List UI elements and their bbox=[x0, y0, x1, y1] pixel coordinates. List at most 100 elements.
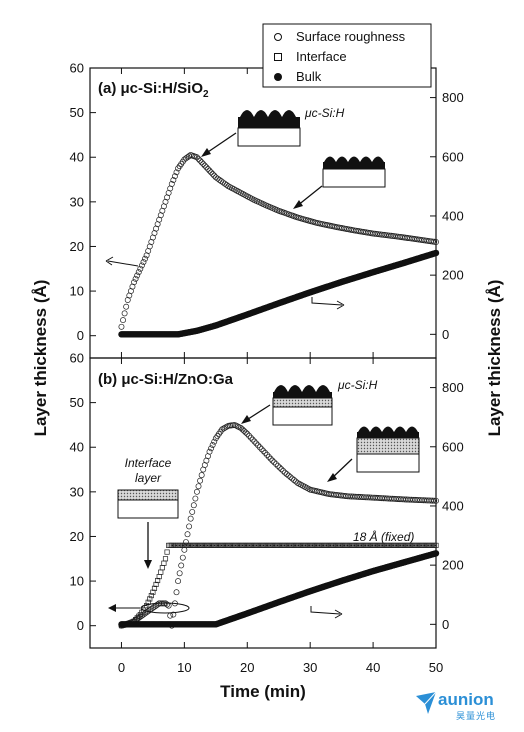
point-interface-b bbox=[148, 593, 154, 599]
point-bulk-b bbox=[432, 550, 440, 557]
interface-layer-label-1: Interface bbox=[125, 456, 172, 470]
film-sketch-b2 bbox=[356, 426, 420, 473]
point-surface-roughness-b bbox=[433, 497, 439, 504]
point-interface-b bbox=[153, 581, 159, 587]
legend-marker-surface bbox=[274, 33, 282, 41]
point-surface-roughness-a bbox=[209, 171, 216, 177]
left-tick-label-b: 30 bbox=[70, 484, 84, 499]
point-interface-b bbox=[433, 542, 439, 548]
point-surface-roughness-b bbox=[219, 426, 226, 433]
point-surface-roughness-b bbox=[246, 432, 253, 439]
point-surface-roughness-b bbox=[258, 446, 265, 453]
point-interface-b bbox=[134, 615, 140, 621]
point-surface-roughness-b bbox=[247, 434, 254, 441]
point-surface-roughness-a bbox=[211, 172, 218, 179]
right-tick-label-b: 400 bbox=[442, 498, 464, 513]
film-sketch-a2 bbox=[322, 156, 386, 188]
film-sketch-a1 bbox=[237, 110, 301, 147]
interface-fixed-label: 18 Å (fixed) bbox=[353, 529, 414, 544]
point-surface-roughness-a bbox=[120, 317, 126, 324]
right-tick-label-a: 0 bbox=[442, 327, 449, 342]
point-surface-roughness-b bbox=[267, 455, 274, 462]
point-surface-roughness-a bbox=[170, 177, 177, 184]
point-surface-roughness-b bbox=[186, 523, 193, 530]
panel-a-label: (a) μc-Si:H/SiO2 bbox=[98, 80, 209, 100]
point-surface-roughness-b bbox=[178, 562, 185, 569]
point-surface-roughness-b bbox=[431, 497, 438, 504]
right-tick-label-a: 400 bbox=[442, 208, 464, 223]
point-surface-roughness-a bbox=[121, 310, 128, 317]
point-surface-roughness-a bbox=[197, 157, 204, 164]
film-label-b: μc-Si:H bbox=[337, 378, 378, 392]
x-tick-label: 10 bbox=[177, 660, 191, 675]
x-tick-label: 40 bbox=[366, 660, 380, 675]
point-surface-roughness-b bbox=[429, 497, 436, 504]
right-axis-title: Layer thickness (Å) bbox=[485, 280, 504, 437]
left-tick-label-a: 20 bbox=[70, 239, 84, 254]
point-surface-roughness-b bbox=[253, 440, 260, 447]
left-tick-label-a: 40 bbox=[70, 150, 84, 165]
point-surface-roughness-b bbox=[244, 430, 251, 437]
watermark-sub: 昊量光电 bbox=[456, 712, 497, 722]
x-tick-label: 20 bbox=[240, 660, 254, 675]
point-surface-roughness-b bbox=[211, 438, 218, 445]
point-surface-roughness-a bbox=[135, 269, 142, 276]
point-surface-roughness-b bbox=[280, 467, 287, 474]
point-surface-roughness-a bbox=[214, 175, 221, 182]
point-surface-roughness-a bbox=[138, 262, 145, 269]
film-arrow-a2-head bbox=[293, 200, 303, 209]
point-surface-roughness-b bbox=[206, 448, 213, 455]
point-surface-roughness-b bbox=[291, 477, 297, 483]
point-surface-roughness-b bbox=[220, 425, 227, 432]
point-surface-roughness-b bbox=[256, 444, 263, 451]
point-surface-roughness-b bbox=[264, 451, 270, 458]
point-surface-roughness-b bbox=[190, 502, 197, 509]
point-surface-roughness-a bbox=[118, 323, 125, 330]
point-surface-roughness-b bbox=[283, 471, 290, 478]
point-surface-roughness-b bbox=[249, 436, 256, 443]
point-surface-roughness-a bbox=[132, 275, 139, 282]
point-surface-roughness-b bbox=[274, 462, 281, 469]
left-axis-pointer-a bbox=[107, 260, 139, 267]
point-interface-b bbox=[136, 613, 142, 619]
point-surface-roughness-b bbox=[238, 425, 244, 431]
film-arrow-b1-head bbox=[241, 415, 251, 424]
point-surface-roughness-b bbox=[260, 448, 267, 455]
x-tick-label: 50 bbox=[429, 660, 443, 675]
point-surface-roughness-a bbox=[140, 259, 147, 266]
x-tick-label: 0 bbox=[118, 660, 125, 675]
right-tick-label-b: 800 bbox=[442, 380, 464, 395]
point-surface-roughness-a bbox=[193, 154, 200, 161]
right-tick-label-a: 600 bbox=[442, 149, 464, 164]
point-surface-roughness-b bbox=[251, 438, 258, 445]
point-surface-roughness-b bbox=[173, 589, 180, 596]
interface-layer-arrow-head bbox=[144, 560, 152, 569]
right-tick-label-b: 600 bbox=[442, 439, 464, 454]
point-bulk-a bbox=[432, 249, 440, 257]
film-label-a: μc-Si:H bbox=[304, 106, 345, 120]
point-surface-roughness-b bbox=[195, 483, 202, 490]
point-surface-roughness-b bbox=[193, 488, 200, 495]
point-surface-roughness-a bbox=[173, 169, 180, 176]
point-surface-roughness-b bbox=[164, 601, 171, 608]
point-surface-roughness-a bbox=[171, 173, 178, 180]
point-surface-roughness-b bbox=[167, 612, 174, 619]
point-surface-roughness-a bbox=[186, 153, 193, 160]
point-surface-roughness-b bbox=[282, 469, 288, 476]
left-tick-label-b: 20 bbox=[70, 529, 84, 544]
series-layer bbox=[118, 152, 440, 629]
x-axis-title: Time (min) bbox=[220, 682, 306, 701]
point-surface-roughness-b bbox=[208, 445, 215, 452]
left-tick-label-b: 10 bbox=[70, 574, 84, 589]
left-axis-pointer-b-head bbox=[108, 604, 116, 612]
point-surface-roughness-b bbox=[176, 570, 183, 577]
point-surface-roughness-b bbox=[197, 477, 204, 484]
point-surface-roughness-b bbox=[265, 453, 272, 460]
point-surface-roughness-b bbox=[189, 508, 196, 515]
right-axis-pointer-b-head bbox=[334, 609, 343, 619]
point-interface-b bbox=[155, 577, 161, 584]
x-tick-label: 30 bbox=[303, 660, 317, 675]
point-surface-roughness-a bbox=[208, 169, 215, 176]
point-surface-roughness-a bbox=[200, 160, 207, 167]
